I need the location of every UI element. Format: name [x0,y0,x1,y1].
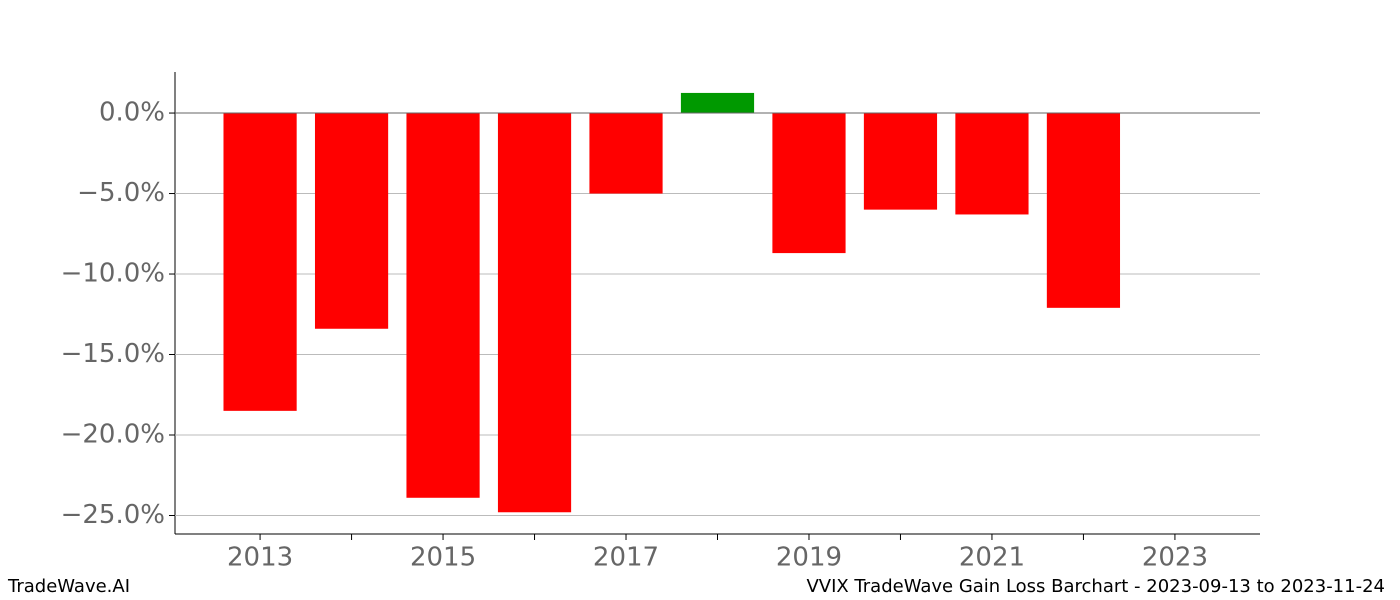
chart-title: VVIX TradeWave Gain Loss Barchart - 2023… [806,576,1385,597]
bar [223,113,297,411]
bar [772,113,846,254]
y-tick-label: −25.0% [61,500,165,530]
x-tick-label: 2013 [227,543,293,573]
y-tick-label: 0.0% [99,98,165,128]
x-tick-label: 2015 [410,543,476,573]
bar [955,113,1029,215]
x-tick-label: 2019 [776,543,842,573]
y-tick-label: −5.0% [77,178,165,208]
x-tick-label: 2023 [1142,543,1208,573]
bar [589,113,663,194]
bar [863,113,938,210]
watermark: TradeWave.AI [7,576,130,597]
bar [406,113,480,498]
y-tick-label: −10.0% [61,259,165,289]
x-tick-label: 2017 [593,543,659,573]
bar [314,113,389,329]
x-tick-label: 2021 [959,543,1025,573]
y-tick-label: −20.0% [61,420,165,450]
bar [680,92,755,114]
bar [497,113,572,513]
bar [1046,113,1121,308]
y-tick-label: −15.0% [61,339,165,369]
